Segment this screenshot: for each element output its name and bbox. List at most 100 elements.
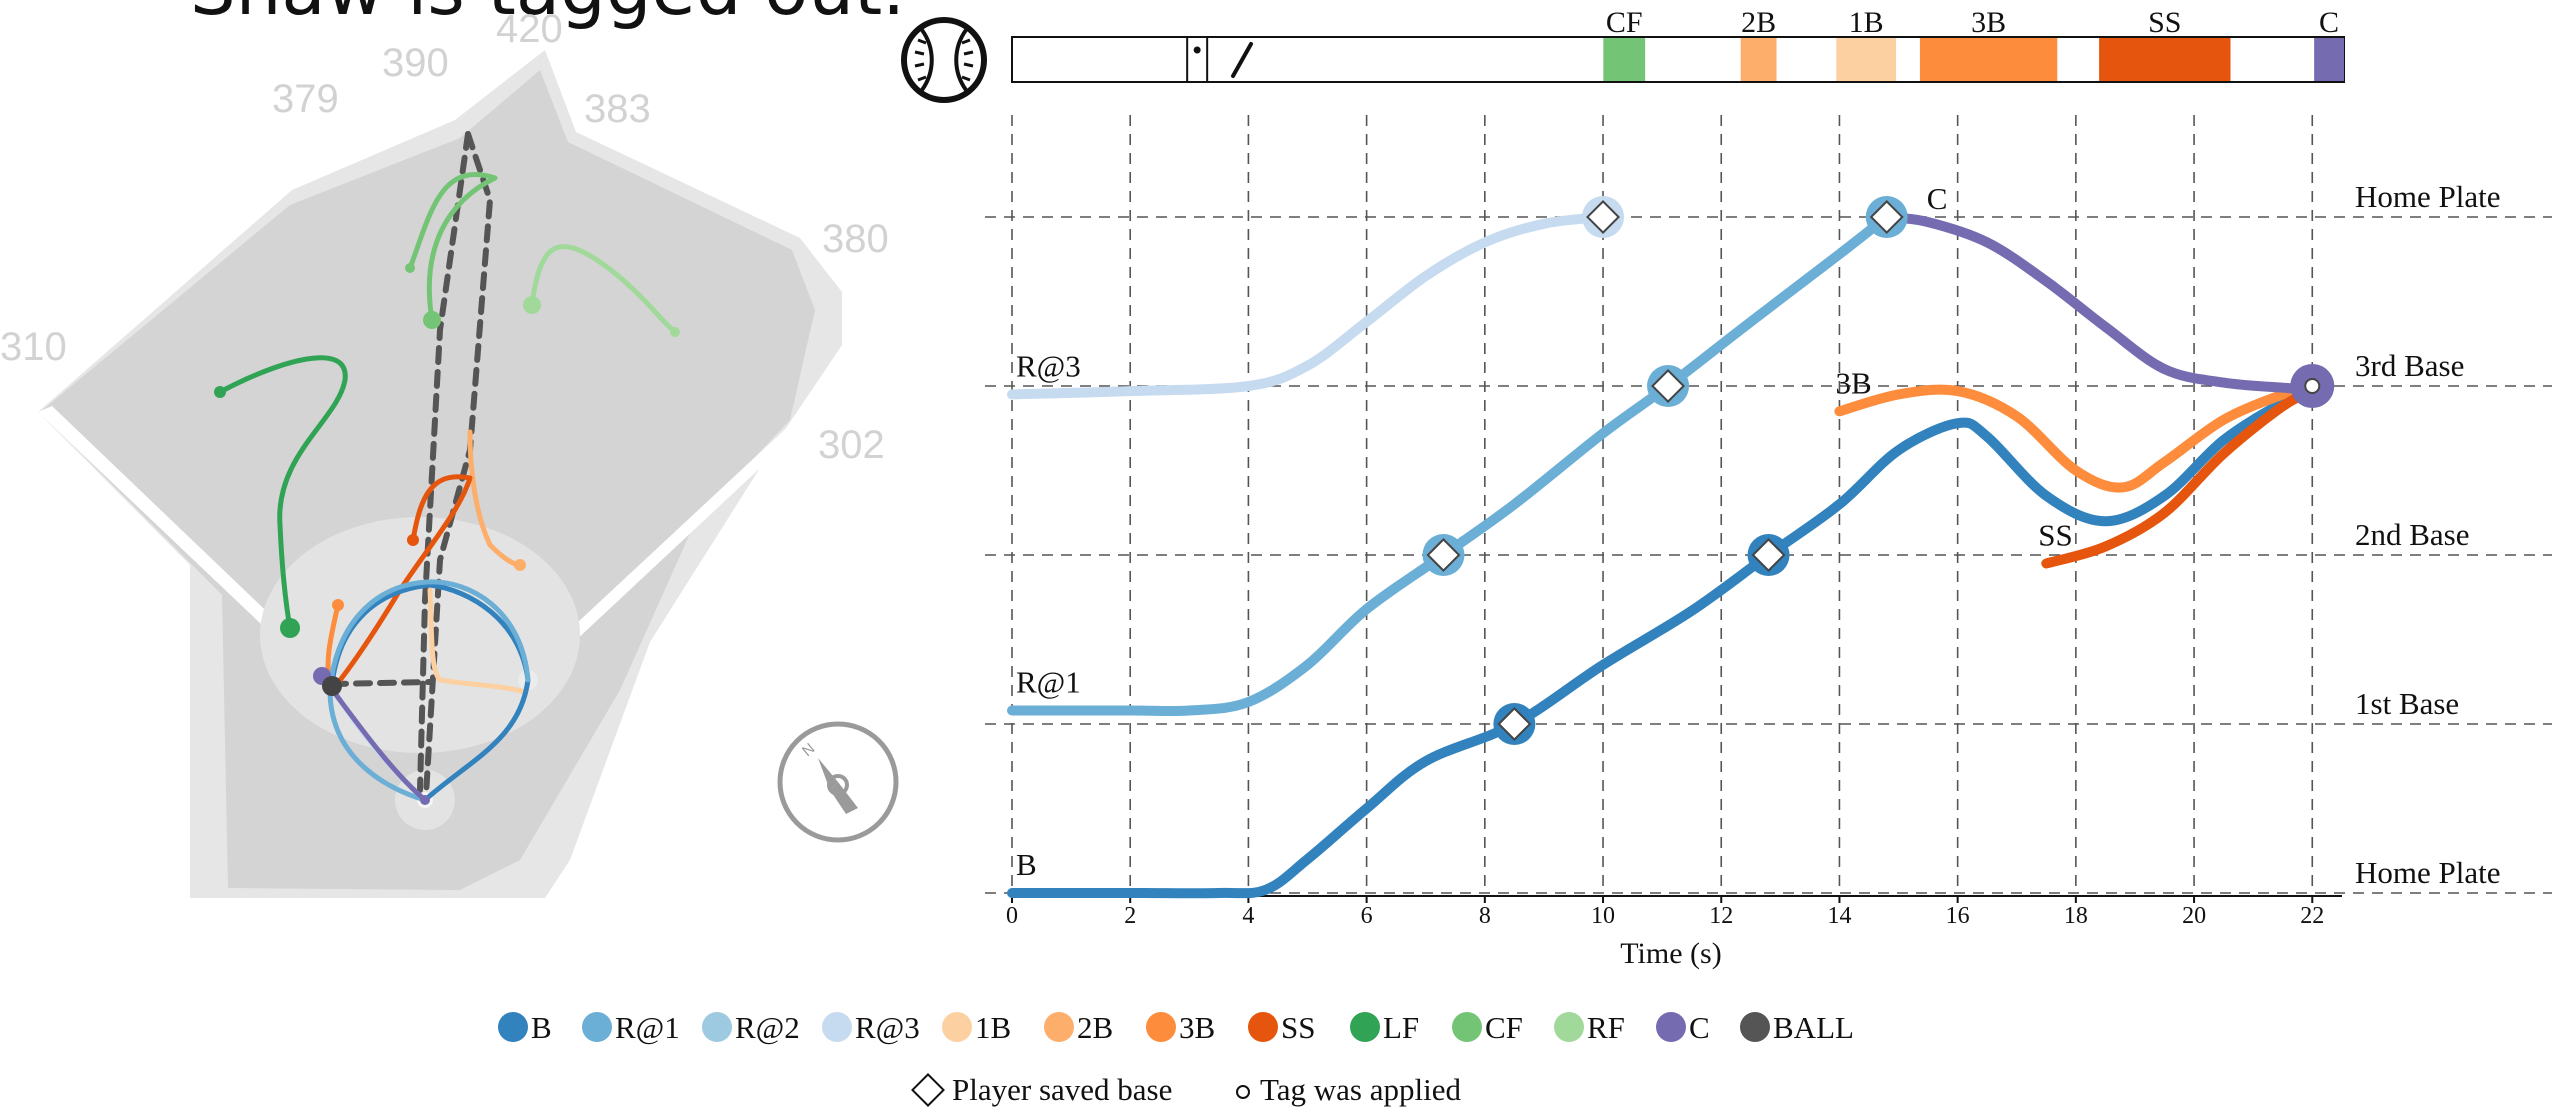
timeline-event-label: SS	[2148, 6, 2181, 39]
ss-track	[329, 474, 473, 693]
legend-label: 2B	[1077, 1010, 1113, 1045]
rf-marker	[523, 296, 541, 314]
distance-label: 302	[818, 423, 885, 467]
distance-label: 310	[0, 325, 67, 369]
foul-line-left	[38, 406, 330, 682]
timeline-event-bar	[1603, 38, 1646, 81]
distance-label: 390	[382, 41, 449, 85]
compass-needle-icon	[818, 758, 838, 790]
legend: B R@1 R@2 R@3 1B 2B 3B SS LF CF RF C BALL Player sav…	[498, 1010, 1854, 1107]
legend-saved-label: Player saved base	[952, 1072, 1172, 1107]
timeline-event-label: CF	[1606, 6, 1643, 39]
saved-base-marker	[1586, 200, 1621, 234]
timeline-event-label: 1B	[1849, 6, 1884, 39]
chart: Home Plate 1st Base 2nd Base 3rd Base Home P…	[985, 115, 2552, 970]
compass: N	[777, 721, 899, 843]
distance-label: 380	[822, 217, 889, 261]
legend-item: 1B	[942, 1010, 1011, 1045]
legend-label: BALL	[1773, 1010, 1854, 1045]
home-runner-dot	[420, 795, 430, 805]
timeline-strip: CF 2B 1B 3B SS C	[901, 6, 2345, 103]
r1-track	[327, 579, 531, 803]
x-tick-label: 16	[1946, 903, 1970, 929]
foul-line-right	[520, 420, 803, 685]
x-tick-label: 6	[1361, 903, 1373, 929]
x-tick-label: 14	[1827, 903, 1851, 929]
3b-marker	[332, 599, 344, 611]
cf-track	[407, 172, 498, 323]
legend-label: 3B	[1179, 1010, 1215, 1045]
legend-item: LF	[1350, 1010, 1419, 1045]
saved-base-marker	[1426, 538, 1461, 572]
x-tick-label: 8	[1479, 903, 1491, 929]
legend-swatch	[1350, 1012, 1380, 1042]
y-level-label: 3rd Base	[2355, 348, 2464, 383]
y-level-label: Home Plate	[2355, 179, 2501, 214]
legend-tag: Tag was applied	[1236, 1072, 1461, 1107]
timeline-event-bar	[1740, 38, 1777, 81]
legend-swatch	[942, 1012, 972, 1042]
x-tick-label: 4	[1242, 903, 1254, 929]
legend-item: 3B	[1146, 1010, 1215, 1045]
legend-label: CF	[1485, 1010, 1523, 1045]
legend-item: 2B	[1044, 1010, 1113, 1045]
series-line-r3	[1007, 212, 1608, 400]
legend-swatch	[702, 1012, 732, 1042]
infield-skin	[260, 517, 580, 753]
series-label: C	[1927, 181, 1948, 216]
ball-marker	[322, 676, 342, 696]
legend-label: R@2	[735, 1010, 800, 1045]
legend-label: LF	[1383, 1010, 1419, 1045]
legend-swatch	[1740, 1012, 1770, 1042]
series-label: B	[1016, 847, 1037, 882]
legend-item: CF	[1452, 1010, 1523, 1045]
legend-item: SS	[1248, 1010, 1315, 1045]
series-line-3b	[1834, 381, 2318, 493]
rf-track	[529, 244, 678, 335]
legend-label: SS	[1281, 1010, 1315, 1045]
series-label: R@1	[1016, 664, 1081, 699]
legend-item: B	[498, 1010, 552, 1045]
b-track	[329, 582, 531, 803]
rf-marker	[670, 327, 680, 337]
saved-base-marker	[1651, 369, 1686, 403]
x-tick-label: 12	[1709, 903, 1733, 929]
legend-label: RF	[1587, 1010, 1625, 1045]
series-line-r1	[1007, 212, 1892, 717]
ss-marker	[407, 534, 419, 546]
x-tick-label: 18	[2064, 903, 2088, 929]
lf-marker	[214, 386, 226, 398]
series-line-ss	[2041, 386, 2318, 569]
timeline-event-label: 3B	[1971, 6, 2006, 39]
tag-marker	[2304, 378, 2321, 394]
legend-item: RF	[1554, 1010, 1625, 1045]
legend-label: C	[1689, 1010, 1710, 1045]
x-axis-label: Time (s)	[1620, 937, 1721, 970]
distance-label: 379	[272, 77, 339, 121]
legend-label: R@3	[855, 1010, 920, 1045]
x-tick-label: 22	[2300, 903, 2324, 929]
y-level-label: 1st Base	[2355, 686, 2459, 721]
lf-track	[217, 355, 348, 631]
distance-label: 383	[584, 87, 651, 131]
legend-item: R@3	[822, 1010, 920, 1045]
legend-swatch	[822, 1012, 852, 1042]
legend-tag-label: Tag was applied	[1260, 1072, 1461, 1107]
legend-swatch	[1044, 1012, 1074, 1042]
legend-label: B	[531, 1010, 552, 1045]
legend-swatch	[1656, 1012, 1686, 1042]
saved-base-marker	[1869, 200, 1904, 234]
lf-marker	[280, 618, 300, 638]
series-line-b	[1007, 386, 2318, 899]
distance-label: 420	[496, 7, 563, 51]
cf-marker	[405, 263, 415, 273]
2b-track	[467, 429, 523, 568]
saved-base-marker	[1751, 538, 1786, 572]
legend-swatch	[498, 1012, 528, 1042]
x-tick-label: 2	[1124, 903, 1136, 929]
timeline-event-bar	[1919, 38, 2058, 81]
y-level-label: 2nd Base	[2355, 517, 2470, 552]
baseball-icon	[901, 17, 987, 103]
field-diagram: 310 379 390 420 383 380 302	[0, 7, 899, 898]
